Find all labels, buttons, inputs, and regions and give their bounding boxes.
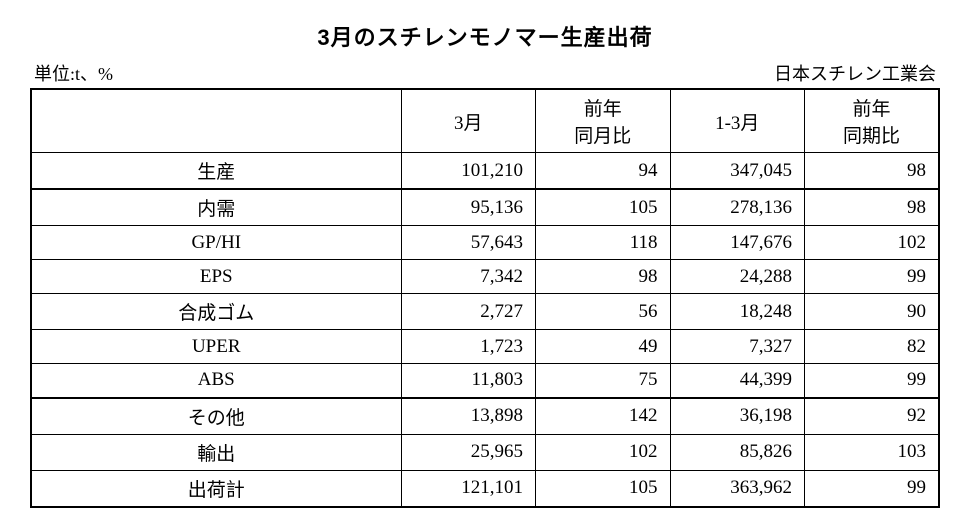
row-label: 輸出	[31, 434, 401, 470]
cell-yoy-quarter: 102	[805, 226, 940, 260]
row-label: UPER	[31, 330, 401, 364]
row-label: ABS	[31, 364, 401, 398]
cell-yoy-quarter: 99	[805, 470, 940, 507]
cell-march: 95,136	[401, 189, 536, 226]
cell-yoy-quarter: 98	[805, 153, 940, 190]
row-label: 合成ゴム	[31, 294, 401, 330]
table-row: EPS7,3429824,28899	[31, 260, 939, 294]
table-row: GP/HI57,643118147,676102	[31, 226, 939, 260]
col-header-label	[31, 89, 401, 153]
cell-q1: 7,327	[670, 330, 805, 364]
cell-q1: 147,676	[670, 226, 805, 260]
cell-q1: 18,248	[670, 294, 805, 330]
cell-march: 11,803	[401, 364, 536, 398]
cell-march: 101,210	[401, 153, 536, 190]
cell-yoy-month: 94	[536, 153, 671, 190]
unit-label: 単位:t、%	[34, 60, 113, 86]
cell-march: 2,727	[401, 294, 536, 330]
row-label: EPS	[31, 260, 401, 294]
cell-yoy-month: 105	[536, 189, 671, 226]
row-label: 生産	[31, 153, 401, 190]
cell-yoy-quarter: 103	[805, 434, 940, 470]
table-row: その他13,89814236,19892	[31, 398, 939, 435]
cell-yoy-quarter: 92	[805, 398, 940, 435]
cell-q1: 85,826	[670, 434, 805, 470]
cell-q1: 363,962	[670, 470, 805, 507]
cell-march: 7,342	[401, 260, 536, 294]
cell-yoy-month: 102	[536, 434, 671, 470]
table-row: 合成ゴム2,7275618,24890	[31, 294, 939, 330]
col-header-yoy-quarter: 前年同期比	[805, 89, 940, 153]
cell-q1: 347,045	[670, 153, 805, 190]
cell-yoy-month: 49	[536, 330, 671, 364]
table-header-row: 3月 前年同月比 1-3月 前年同期比	[31, 89, 939, 153]
cell-yoy-month: 75	[536, 364, 671, 398]
cell-yoy-month: 105	[536, 470, 671, 507]
table-row: 内需95,136105278,13698	[31, 189, 939, 226]
row-label: 出荷計	[31, 470, 401, 507]
col-header-march: 3月	[401, 89, 536, 153]
cell-yoy-quarter: 90	[805, 294, 940, 330]
row-label: GP/HI	[31, 226, 401, 260]
table-row: 出荷計121,101105363,96299	[31, 470, 939, 507]
cell-q1: 278,136	[670, 189, 805, 226]
cell-q1: 24,288	[670, 260, 805, 294]
source-label: 日本スチレン工業会	[774, 60, 936, 86]
cell-q1: 36,198	[670, 398, 805, 435]
cell-q1: 44,399	[670, 364, 805, 398]
cell-yoy-quarter: 82	[805, 330, 940, 364]
table-row: 輸出25,96510285,826103	[31, 434, 939, 470]
row-label: その他	[31, 398, 401, 435]
col-header-yoy-month: 前年同月比	[536, 89, 671, 153]
cell-march: 1,723	[401, 330, 536, 364]
cell-yoy-month: 142	[536, 398, 671, 435]
table-meta-row: 単位:t、% 日本スチレン工業会	[30, 60, 940, 86]
row-label: 内需	[31, 189, 401, 226]
cell-yoy-month: 56	[536, 294, 671, 330]
table-row: UPER1,723497,32782	[31, 330, 939, 364]
table-title: 3月のスチレンモノマー生産出荷	[30, 20, 940, 52]
cell-march: 121,101	[401, 470, 536, 507]
col-header-q1: 1-3月	[670, 89, 805, 153]
table-row: 生産101,21094347,04598	[31, 153, 939, 190]
cell-march: 25,965	[401, 434, 536, 470]
cell-march: 57,643	[401, 226, 536, 260]
data-table: 3月 前年同月比 1-3月 前年同期比 生産101,21094347,04598…	[30, 88, 940, 508]
cell-yoy-month: 118	[536, 226, 671, 260]
cell-march: 13,898	[401, 398, 536, 435]
table-row: ABS11,8037544,39999	[31, 364, 939, 398]
cell-yoy-quarter: 98	[805, 189, 940, 226]
cell-yoy-month: 98	[536, 260, 671, 294]
cell-yoy-quarter: 99	[805, 364, 940, 398]
cell-yoy-quarter: 99	[805, 260, 940, 294]
